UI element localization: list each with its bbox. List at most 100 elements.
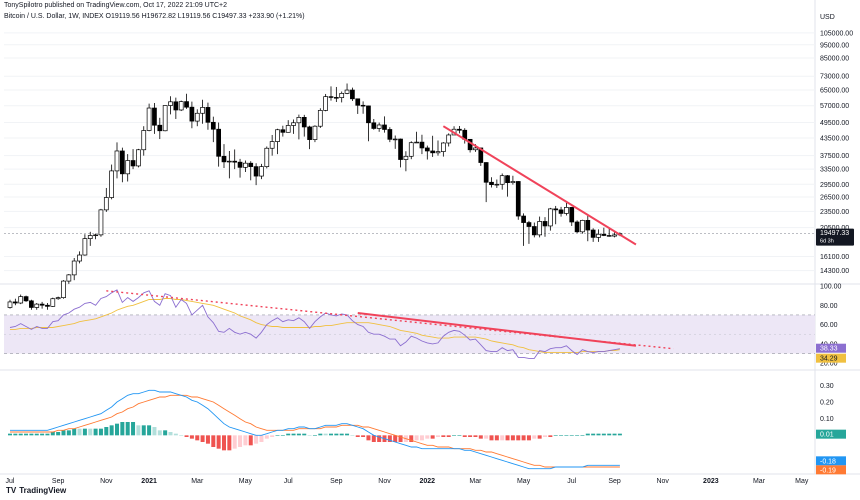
macd-histogram-bar <box>275 435 280 436</box>
macd-histogram-bar <box>393 435 398 442</box>
candle-body-down <box>280 129 286 133</box>
macd-histogram-bar <box>596 433 601 436</box>
macd-histogram-bar <box>339 433 344 436</box>
macd-histogram-bar <box>361 435 366 437</box>
rsi-tick-label: 60.00 <box>820 322 838 329</box>
macd-histogram-bar <box>200 435 205 442</box>
macd-histogram-bar <box>323 433 328 436</box>
candle <box>71 257 77 281</box>
time-axis-label: Mar <box>753 478 766 485</box>
macd-histogram-bar <box>307 435 312 436</box>
price-tick-label: 43500.00 <box>820 135 849 142</box>
candle-body-up <box>71 260 77 276</box>
macd-histogram-bar <box>40 433 45 436</box>
candle-body-up <box>537 221 543 236</box>
candle <box>537 216 543 238</box>
macd-histogram-bar <box>564 435 569 436</box>
candle <box>478 147 484 166</box>
candle <box>87 231 93 246</box>
candle <box>328 86 334 101</box>
candle <box>515 181 521 220</box>
candle-body-up <box>494 183 500 186</box>
macd-histogram-bar <box>484 435 489 439</box>
macd-histogram-bar <box>82 428 87 436</box>
macd-histogram-bar <box>607 433 612 436</box>
candle-body-down <box>350 89 355 100</box>
candle-body-down <box>457 128 462 131</box>
candle <box>547 207 553 231</box>
tradingview-brand[interactable]: TV TradingView <box>6 486 66 495</box>
rsi-tick-label: 100.00 <box>820 284 842 291</box>
macd-histogram-bar <box>473 435 478 437</box>
candle-body-up <box>50 298 56 307</box>
candle <box>339 91 345 103</box>
current-price-value: 19497.33 <box>820 230 849 237</box>
macd-histogram-bar <box>526 435 531 441</box>
time-axis-label: Sep <box>330 478 343 485</box>
candle <box>398 138 403 168</box>
rsi-tick-label: 80.00 <box>820 303 838 310</box>
candle <box>526 220 532 244</box>
candle <box>457 125 462 134</box>
candle-body-down <box>45 304 50 307</box>
price-currency-label: USD <box>820 14 835 21</box>
candle <box>489 177 494 188</box>
candle <box>114 142 120 179</box>
candle-body-down <box>210 121 216 130</box>
candle-body-down <box>489 181 494 186</box>
candle <box>184 93 189 109</box>
rsi-tick-label: 20.00 <box>820 361 838 368</box>
candle <box>499 173 505 190</box>
candle-body-down <box>355 98 361 106</box>
candle <box>574 220 580 234</box>
candle <box>312 125 318 143</box>
macd-histogram-bar <box>24 433 29 436</box>
candle <box>296 114 302 140</box>
candle <box>130 149 136 170</box>
rsi-value-badge: 38.33 <box>816 343 846 353</box>
candle <box>494 179 500 188</box>
candle-body-up <box>55 297 61 300</box>
macd-histogram-bar <box>93 428 98 436</box>
price-tick-label: 16100.00 <box>820 254 849 261</box>
candle-body-down <box>366 105 371 124</box>
candle <box>558 206 564 217</box>
candle <box>253 163 259 186</box>
macd-histogram-bar <box>430 435 435 439</box>
macd-histogram-bar <box>355 435 360 437</box>
macd-tick-label: 0.20 <box>820 400 834 407</box>
macd-histogram-bar <box>179 435 184 436</box>
candle <box>435 140 441 156</box>
candle <box>152 103 157 134</box>
candle <box>424 145 430 160</box>
macd-histogram-value-badge: 0.01 <box>816 429 846 439</box>
candle <box>606 228 612 237</box>
time-axis-label: Jul <box>6 478 15 485</box>
time-axis-label: 2022 <box>420 478 436 485</box>
candle <box>441 142 446 157</box>
publisher-line: TonySpilotro published on TradingView.co… <box>4 2 228 9</box>
macd-histogram-bar <box>104 427 109 436</box>
price-tick-label: 95000.00 <box>820 42 849 49</box>
macd-tick-label: 0.30 <box>820 383 834 390</box>
macd-histogram-bar <box>575 435 580 436</box>
candle-body-up <box>547 208 553 227</box>
macd-histogram-bar <box>414 435 419 441</box>
candle <box>189 101 195 129</box>
macd-value: -0.18 <box>820 458 836 465</box>
macd-histogram-bar <box>494 435 499 441</box>
macd-histogram-bar <box>489 435 494 441</box>
candle-body-up <box>323 96 328 111</box>
macd-histogram-bar <box>18 433 23 436</box>
macd-histogram-value: 0.01 <box>820 432 834 439</box>
candle-body-up <box>275 129 280 142</box>
candle-body-up <box>296 117 302 124</box>
candle-body-down <box>424 147 430 152</box>
candle <box>227 150 232 179</box>
macd-histogram-bar <box>398 435 403 442</box>
candle-body-up <box>312 125 318 140</box>
candle-body-down <box>360 104 366 107</box>
candle <box>301 114 307 137</box>
candle <box>430 135 435 157</box>
